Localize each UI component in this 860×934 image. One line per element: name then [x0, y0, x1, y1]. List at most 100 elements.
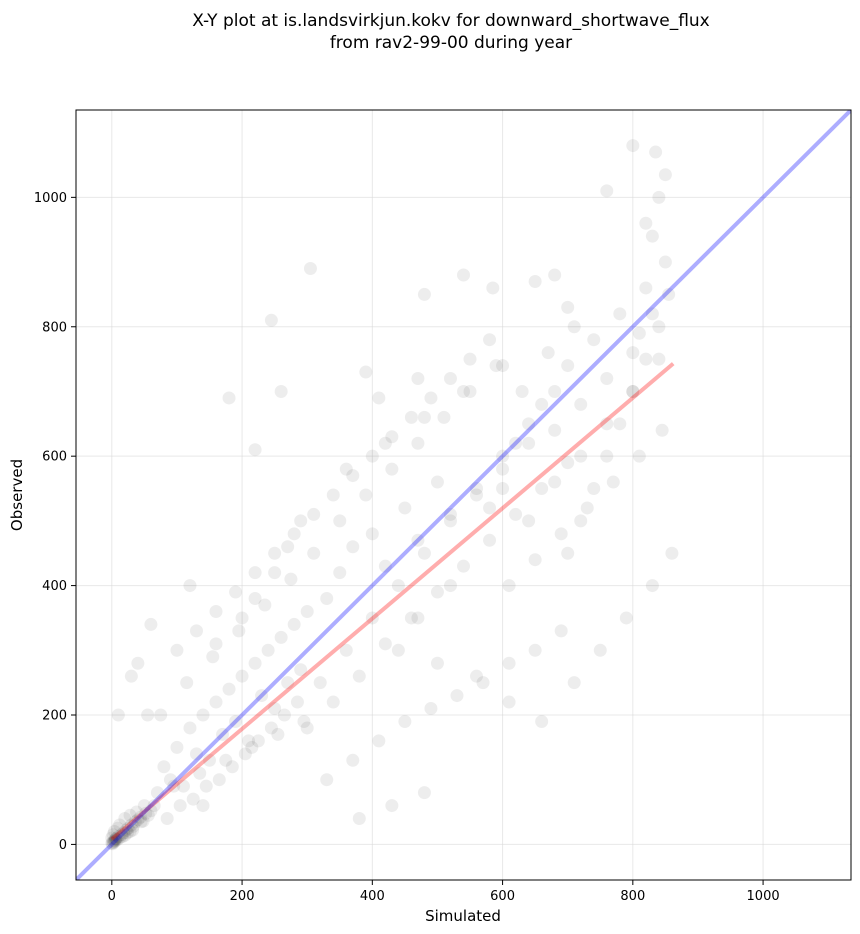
grid [76, 110, 851, 880]
scatter-point [619, 611, 633, 625]
scatter-point [203, 753, 217, 767]
scatter-point [502, 695, 516, 709]
scatter-point [130, 805, 144, 819]
scatter-point [528, 274, 542, 288]
scatter-point [121, 821, 135, 835]
scatter-point [183, 579, 197, 593]
scatter-point [277, 708, 291, 722]
scatter-point [600, 449, 614, 463]
scatter-point [645, 579, 659, 593]
scatter-point [600, 184, 614, 198]
scatter-point [437, 410, 451, 424]
scatter-points [105, 139, 679, 851]
scatter-point [225, 760, 239, 774]
scatter-point [251, 734, 265, 748]
identity-line [76, 110, 851, 880]
scatter-point [645, 229, 659, 243]
scatter-point [346, 540, 360, 554]
scatter-point [391, 579, 405, 593]
scatter-point [443, 507, 457, 521]
scatter-point [385, 430, 399, 444]
scatter-point [131, 656, 145, 670]
scatter-point [248, 566, 262, 580]
scatter-point [463, 384, 477, 398]
scatter-point [417, 546, 431, 560]
scatter-point [496, 462, 510, 476]
scatter-point [144, 617, 158, 631]
scatter-point [639, 281, 653, 295]
scatter-point [258, 598, 272, 612]
scatter-point [222, 391, 236, 405]
scatter-point [134, 815, 148, 829]
scatter-point [113, 831, 127, 845]
scatter-point [424, 702, 438, 716]
scatter-point [160, 812, 174, 826]
scatter-point [180, 676, 194, 690]
scatter-point [450, 689, 464, 703]
y-tick-label: 600 [42, 450, 67, 465]
scatter-point [110, 833, 124, 847]
scatter-point [548, 423, 562, 437]
scatter-point [372, 734, 386, 748]
scatter-point [411, 372, 425, 386]
scatter-point [430, 656, 444, 670]
scatter-point [229, 585, 243, 599]
scatter-point [352, 812, 366, 826]
scatter-point [163, 773, 177, 787]
x-tick-label: 200 [230, 889, 255, 904]
scatter-point [502, 656, 516, 670]
y-axis-label: Observed [8, 459, 26, 531]
scatter-point [346, 469, 360, 483]
scatter-point [626, 139, 640, 153]
scatter-point [268, 566, 282, 580]
chart-title: X-Y plot at is.landsvirkjun.kokv for dow… [192, 11, 710, 31]
scatter-point [141, 708, 155, 722]
scatter-point [378, 436, 392, 450]
scatter-point [107, 834, 121, 848]
scatter-point [119, 823, 133, 837]
scatter-point [535, 714, 549, 728]
scatter-point [154, 708, 168, 722]
scatter-point [333, 514, 347, 528]
scatter-point [123, 824, 137, 838]
scatter-point [248, 443, 262, 457]
scatter-point [206, 650, 220, 664]
scatter-point [284, 572, 298, 586]
scatter-point [274, 384, 288, 398]
scatter-point [470, 669, 484, 683]
scatter-point [658, 168, 672, 182]
scatter-point [626, 346, 640, 360]
scatter-point [528, 643, 542, 657]
scatter-point [173, 799, 187, 813]
scatter-point [483, 333, 497, 347]
scatter-point [105, 831, 119, 845]
scatter-point [144, 804, 158, 818]
scatter-point [535, 482, 549, 496]
scatter-point [554, 527, 568, 541]
scatter-point [300, 721, 314, 735]
scatter-point [417, 410, 431, 424]
scatter-point [541, 346, 555, 360]
scatter-point [126, 823, 140, 837]
scatter-point [287, 527, 301, 541]
scatter-point [470, 482, 484, 496]
scatter-point [606, 475, 620, 489]
scatter-point [124, 669, 138, 683]
scatter-point [186, 792, 200, 806]
scatter-point [417, 786, 431, 800]
scatter-point [111, 708, 125, 722]
scatter-point [665, 546, 679, 560]
scatter-point [124, 818, 138, 832]
scatter-point [574, 397, 588, 411]
scatter-point [352, 669, 366, 683]
scatter-point [587, 482, 601, 496]
scatter-point [131, 813, 145, 827]
scatter-point [326, 488, 340, 502]
scatter-point [483, 533, 497, 547]
scatter-point [126, 819, 140, 833]
scatter-point [193, 766, 207, 780]
scatter-point [476, 676, 490, 690]
scatter-point [457, 384, 470, 398]
scatter-point [326, 695, 340, 709]
scatter-point [222, 682, 236, 696]
